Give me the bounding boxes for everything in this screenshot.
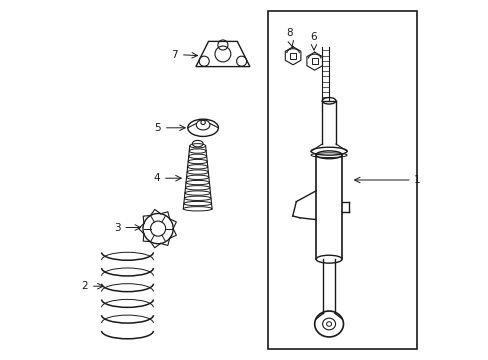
Text: 7: 7 [171, 50, 178, 60]
Bar [267, 11, 416, 349]
Text: 6: 6 [310, 32, 317, 42]
Text: 1: 1 [413, 175, 420, 185]
Text: 8: 8 [285, 28, 292, 38]
Text: 4: 4 [153, 173, 160, 183]
Text: 2: 2 [81, 281, 88, 291]
Text: 3: 3 [113, 222, 120, 233]
Text: 5: 5 [154, 123, 161, 133]
